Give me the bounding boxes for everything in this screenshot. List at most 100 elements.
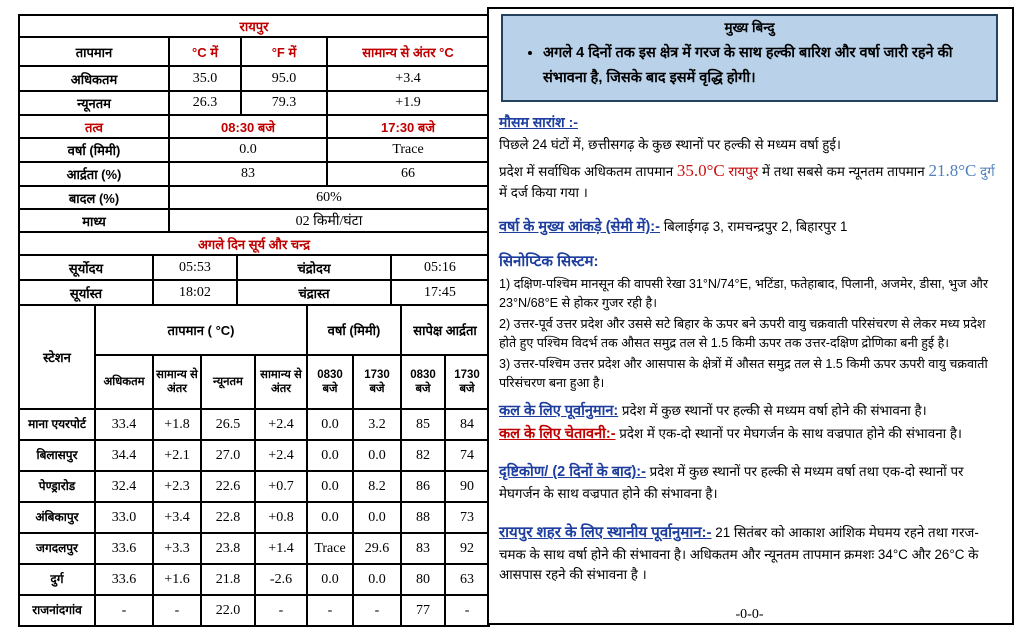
station-row: अंबिकापुर 33.0 +3.4 22.8 +0.8 0.0 0.0 88… — [18, 501, 491, 534]
station-row: बिलासपुर 34.4 +2.1 27.0 +2.4 0.0 0.0 82 … — [18, 439, 491, 472]
max-temp-city: रायपुर — [724, 163, 759, 179]
key-points-list: अगले 4 दिनों तक इस क्षेत्र में गरज के सा… — [543, 41, 984, 90]
synoptic-item-1: 1) दक्षिण-पश्चिम मानसून की वापसी रेखा 31… — [499, 277, 989, 311]
weather-summary-heading-line: मौसम सारांश :- — [499, 112, 1000, 133]
cell-min: 23.8 — [200, 532, 256, 565]
max-temp-c: 35.0 — [168, 65, 242, 92]
subheader-max: अधिकतम — [94, 354, 154, 410]
cell-rain-0830: Trace — [306, 532, 354, 565]
subheader-rain-0830: 0830 बजे — [306, 354, 354, 410]
tomorrow-warning-text: प्रदेश में एक-दो स्थानों पर मेघगर्जन के … — [615, 426, 962, 442]
clipped-date-text: 20-09-2023 — [455, 0, 645, 2]
max-temp-value: 35.0°C — [676, 160, 725, 180]
table-row-sunset: सूर्यास्त 18:02 चंद्रास्त 17:45 — [18, 279, 490, 306]
header-0830: 08:30 बजे — [168, 114, 328, 139]
cell-rh-1730: 74 — [444, 439, 491, 472]
label-moonset: चंद्रास्त — [236, 279, 392, 306]
station-row: दुर्ग 33.6 +1.6 21.8 -2.6 0.0 0.0 80 63 — [18, 563, 491, 596]
station-table-group-header: स्टेशन तापमान ( °C) वर्षा (मिमी) सापेक्ष… — [18, 304, 491, 410]
summary-pre: प्रदेश में सर्वाधिक अधिकतम तापमान — [499, 163, 677, 179]
sunset-time: 18:02 — [152, 279, 238, 306]
subheader-rh-1730: 1730 बजे — [444, 354, 491, 410]
cell-max-dev: +3.4 — [152, 501, 202, 534]
table-row-max: अधिकतम 35.0 95.0 +3.4 — [18, 65, 490, 92]
label-sunrise: सूर्योदय — [18, 254, 154, 281]
cell-rain-0830: 0.0 — [306, 563, 354, 596]
tomorrow-warning-heading: कल के लिए चेतावनी:- — [499, 426, 616, 443]
synoptic-item-3: 3) उत्तर-पश्चिम उत्तर प्रदेश और आसपास के… — [499, 356, 988, 390]
label-moonrise: चंद्रोदय — [236, 254, 392, 281]
cell-rain-1730: 0.0 — [351, 501, 403, 534]
tomorrow-forecast-line: कल के लिए पूर्वानुमान: प्रदेश में कुछ स्… — [499, 401, 1000, 423]
cell-max: 33.6 — [94, 532, 154, 565]
tomorrow-warning-line: कल के लिए चेतावनी:- प्रदेश में एक-दो स्थ… — [499, 424, 1000, 446]
table-row-element-header: तत्व 08:30 बजे 17:30 बजे — [18, 114, 490, 139]
local-forecast-heading: रायपुर शहर के लिए स्थानीय पूर्वानुमान:- — [499, 524, 712, 542]
end-mark: -0-0- — [735, 606, 764, 622]
station-table-body: माना एयरपोर्ट 33.4 +1.8 26.5 +2.4 0.0 3.… — [18, 408, 491, 627]
cell-rh-0830: 82 — [400, 439, 447, 472]
station-row: माना एयरपोर्ट 33.4 +1.8 26.5 +2.4 0.0 3.… — [18, 408, 491, 441]
summary-mid: में तथा सबसे कम न्यूनतम तापमान — [758, 163, 929, 179]
cell-rh-1730: - — [444, 594, 491, 627]
left-column: रायपुर तापमान °C में °F में सामान्य से अ… — [18, 14, 491, 627]
header-celsius: °C में — [168, 36, 242, 67]
cell-max-dev: +1.8 — [152, 408, 202, 441]
rain-figures-line: वर्षा के मुख्य आंकड़े (सेमी में):- बिलाई… — [499, 217, 1000, 239]
wind-value: 02 किमी/घंटा — [168, 208, 490, 233]
label-cloud: बादल (%) — [18, 185, 170, 210]
min-temp-dev: +1.9 — [326, 90, 490, 116]
cell-max: 33.4 — [94, 408, 154, 441]
synoptic-item-2: 2) उत्तर-पूर्व उत्तर प्रदेश और उससे सटे … — [499, 317, 986, 351]
cell-rain-1730: 8.2 — [351, 470, 403, 503]
rain-figures-heading: वर्षा के मुख्य आंकड़े (सेमी में):- — [499, 219, 660, 236]
sun-moon-table: अगले दिन सूर्य और चन्द्र सूर्योदय 05:53 … — [18, 231, 490, 306]
cell-rain-0830: 0.0 — [306, 501, 354, 534]
cell-min: 27.0 — [200, 439, 256, 472]
cell-rain-1730: 3.2 — [351, 408, 403, 441]
cell-rh-0830: 85 — [400, 408, 447, 441]
cell-min-dev: +0.8 — [254, 501, 308, 534]
cell-min: 22.8 — [200, 501, 256, 534]
weather-summary-line1: पिछले 24 घंटों में, छत्तीसगढ़ के कुछ स्थ… — [499, 137, 841, 153]
local-forecast-text: 21 सितंबर को आकाश आंशिक मेघमय रहने तथा ग… — [499, 525, 979, 582]
sunrise-time: 05:53 — [152, 254, 238, 281]
table-row: तापमान °C में °F में सामान्य से अंतर °C — [18, 36, 490, 67]
humidity-0830: 83 — [168, 161, 328, 187]
cell-max-dev: +2.1 — [152, 439, 202, 472]
cloud-value: 60% — [168, 185, 490, 210]
sun-moon-title: अगले दिन सूर्य और चन्द्र — [18, 231, 490, 256]
cell-rh-1730: 73 — [444, 501, 491, 534]
cell-rh-1730: 92 — [444, 532, 491, 565]
header-rain-group: वर्षा (मिमी) — [305, 304, 403, 356]
station-name: पेण्ड्रारोड — [18, 470, 96, 503]
table-row-cloud: बादल (%) 60% — [18, 185, 490, 210]
outlook-heading: दृष्टिकोण/ (2 दिनों के बाद):- — [499, 464, 646, 481]
cell-max-dev: - — [152, 594, 202, 627]
cell-min: 21.8 — [200, 563, 256, 596]
label-minimum: न्यूनतम — [18, 90, 170, 116]
station-row: राजनांदगांव - - 22.0 - - - 77 - — [18, 594, 491, 627]
tomorrow-forecast-heading: कल के लिए पूर्वानुमान: — [499, 402, 619, 419]
min-temp-c: 26.3 — [168, 90, 242, 116]
humidity-1730: 66 — [326, 161, 490, 187]
station-name: जगदलपुर — [18, 532, 96, 565]
station-table-sub-header: अधिकतम सामान्य से अंतर न्यूनतम सामान्य स… — [19, 354, 491, 410]
cell-rh-0830: 80 — [400, 563, 447, 596]
station-row: जगदलपुर 33.6 +3.3 23.8 +1.4 Trace 29.6 8… — [18, 532, 491, 565]
key-point-item: अगले 4 दिनों तक इस क्षेत्र में गरज के सा… — [543, 41, 984, 90]
cell-rain-1730: 0.0 — [351, 439, 403, 472]
cell-min-dev: +2.4 — [254, 408, 308, 441]
summary-post: में दर्ज किया गया । — [499, 185, 588, 200]
cell-max: 33.6 — [94, 563, 154, 596]
cell-min: 22.6 — [200, 470, 256, 503]
header-element: तत्व — [18, 114, 170, 139]
cell-min-dev: - — [254, 594, 308, 627]
header-station: स्टेशन — [18, 304, 96, 410]
weather-summary-heading: मौसम सारांश :- — [499, 114, 578, 131]
station-name: दुर्ग — [18, 563, 96, 596]
cell-min-dev: +2.4 — [254, 439, 308, 472]
rain-figures-text: बिलाईगढ़ 3, रामचन्द्रपुर 2, बिहारपुर 1 — [659, 219, 848, 235]
label-sunset: सूर्यास्त — [18, 279, 154, 306]
key-points-title: मुख्य बिन्दु — [724, 20, 775, 35]
